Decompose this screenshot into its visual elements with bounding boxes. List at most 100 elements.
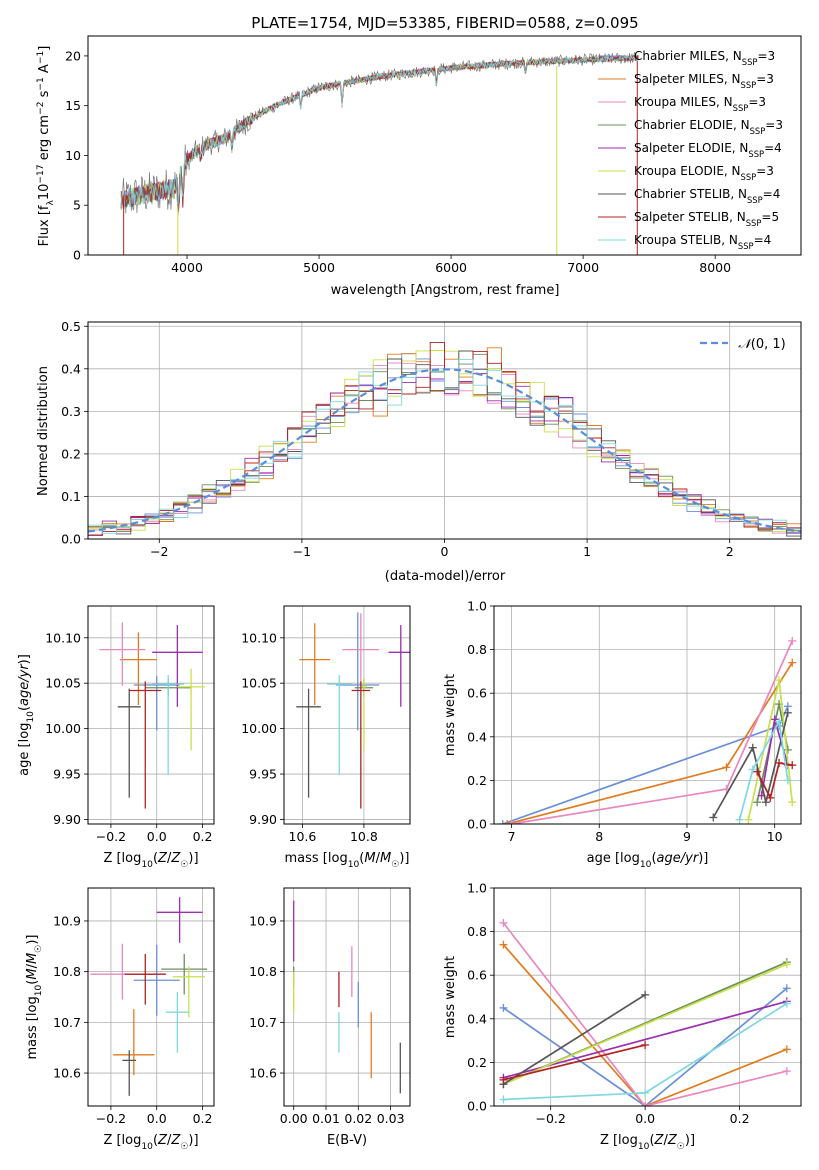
y-tick-label: 0.8 bbox=[467, 924, 487, 939]
panel-weight_vs_Z: −0.2 0.0 0.2 0.0 0.2 0.4 0.6 0.8 1.0 Z [log10(Z/Z… bbox=[443, 881, 802, 1152]
plot-area bbox=[88, 341, 801, 539]
y-tick-label: 20 bbox=[65, 48, 81, 63]
legend-label: Kroupa STELIB, NSSP=4 bbox=[634, 233, 771, 251]
y-axis-label: mass weight bbox=[443, 674, 458, 756]
x-tick-label: 7 bbox=[508, 829, 516, 844]
plot-area bbox=[99, 622, 205, 809]
y-tick-label: 10.9 bbox=[53, 913, 81, 928]
axes-frame bbox=[283, 887, 411, 1107]
legend-label: Salpeter STELIB, NSSP=5 bbox=[634, 210, 779, 228]
x-tick-label: 8000 bbox=[699, 260, 731, 275]
y-tick-label: 10 bbox=[65, 148, 81, 163]
y-tick-label: 5 bbox=[73, 198, 81, 213]
figure-title: PLATE=1754, MJD=53385, FIBERID=0588, z=0… bbox=[251, 14, 638, 32]
weight-line bbox=[503, 963, 788, 1085]
legend-label: Salpeter ELODIE, NSSP=4 bbox=[634, 141, 782, 159]
grid bbox=[494, 887, 801, 1107]
y-tick-label: 0.6 bbox=[467, 968, 487, 983]
legend-label: Salpeter MILES, NSSP=3 bbox=[634, 72, 774, 90]
model-spectrum bbox=[120, 54, 639, 209]
y-tick-label: 0.2 bbox=[467, 1055, 487, 1070]
y-tick-label: 10.05 bbox=[45, 676, 81, 691]
x-tick-label: 0.2 bbox=[193, 1111, 213, 1126]
y-tick-label: 10.10 bbox=[45, 630, 81, 645]
residual-histogram bbox=[88, 359, 801, 539]
panel-mass_vs_ebv: 0.00 0.01 0.02 0.03 10.6 10.7 10.8 10.9 E(B-V) bbox=[249, 887, 411, 1148]
plot-area bbox=[296, 612, 410, 809]
x-tick-label: −0.2 bbox=[535, 1111, 565, 1126]
x-tick-label: −0.2 bbox=[96, 829, 126, 844]
y-tick-label: 0.6 bbox=[467, 686, 487, 701]
residual-legend: 𝒩(0, 1) bbox=[700, 337, 786, 352]
y-tick-label: 0.0 bbox=[467, 1099, 487, 1114]
x-tick-label: 0.0 bbox=[635, 1111, 655, 1126]
plot-area bbox=[293, 900, 401, 1094]
x-axis-label: Z [log10(Z/Z☉)] bbox=[600, 1133, 695, 1152]
axes-frame bbox=[87, 605, 215, 825]
x-tick-label: 10 bbox=[767, 829, 783, 844]
y-tick-label: 0.0 bbox=[467, 817, 487, 832]
y-tick-label: 10.05 bbox=[241, 676, 277, 691]
x-tick-label: 2 bbox=[726, 544, 734, 559]
y-tick-label: 9.90 bbox=[249, 812, 277, 827]
x-axis-label: wavelength [Angstrom, rest frame] bbox=[331, 283, 560, 298]
x-tick-label: 0 bbox=[441, 544, 449, 559]
x-axis-label: E(B-V) bbox=[327, 1133, 367, 1148]
legend-label: Chabrier MILES, NSSP=3 bbox=[634, 49, 775, 67]
axes-frame bbox=[493, 605, 802, 825]
gaussian-curve bbox=[88, 368, 801, 533]
x-tick-label: 0.02 bbox=[344, 1111, 372, 1126]
y-tick-label: 10.8 bbox=[53, 964, 81, 979]
panel-spectrum: 4000 5000 6000 7000 8000 0 5 10 15 20 Chabrier MIL… bbox=[36, 35, 802, 298]
weight-line bbox=[511, 640, 793, 824]
ticks: 10.6 10.8 9.90 9.95 10.00 10.05 10.10 bbox=[241, 630, 378, 844]
y-tick-label: 15 bbox=[65, 98, 81, 113]
y-tick-label: 1.0 bbox=[467, 599, 487, 614]
x-axis-label: age [log10(age/yr)] bbox=[587, 851, 709, 870]
y-axis-label: mass [log10(M/M☉)] bbox=[25, 935, 44, 1060]
x-axis-label: Z [log10(Z/Z☉)] bbox=[103, 851, 198, 870]
weight-line bbox=[502, 987, 788, 1106]
x-tick-label: 0.01 bbox=[312, 1111, 340, 1126]
weight-line bbox=[502, 705, 789, 824]
ticks: −0.2 0.0 0.2 9.90 9.95 10.00 10.05 10.10 bbox=[45, 630, 212, 844]
y-tick-label: 10.10 bbox=[241, 630, 277, 645]
y-tick-label: 10.6 bbox=[249, 1066, 277, 1081]
x-axis-label: Z [log10(Z/Z☉)] bbox=[103, 1133, 198, 1152]
y-tick-label: 0.4 bbox=[467, 1011, 487, 1026]
x-tick-label: 6000 bbox=[435, 260, 467, 275]
y-axis-label: age [log10(age/yr)] bbox=[17, 654, 36, 776]
legend-label: Chabrier ELODIE, NSSP=3 bbox=[634, 118, 783, 136]
weight-line bbox=[503, 1044, 646, 1081]
y-tick-label: 10.00 bbox=[45, 721, 81, 736]
grid bbox=[88, 888, 214, 1106]
y-tick-label: 10.7 bbox=[249, 1015, 277, 1030]
axes-frame bbox=[87, 35, 802, 256]
weight-line bbox=[502, 994, 646, 1085]
panel-age_vs_mass: 10.6 10.8 9.90 9.95 10.00 10.05 10.10 mass [log… bbox=[241, 605, 411, 870]
x-tick-label: −2 bbox=[150, 544, 168, 559]
grid bbox=[284, 606, 410, 824]
panel-mass_vs_Z: −0.2 0.0 0.2 10.6 10.7 10.8 10.9 Z [log10(Z/Z☉)… bbox=[25, 887, 215, 1152]
axes-frame bbox=[283, 605, 411, 825]
x-tick-label: 1 bbox=[583, 544, 591, 559]
y-tick-label: 10.7 bbox=[53, 1015, 81, 1030]
y-tick-label: 0.4 bbox=[467, 729, 487, 744]
x-tick-label: 0.00 bbox=[280, 1111, 308, 1126]
panel-weight_vs_age: 7 8 9 10 0.0 0.2 0.4 0.6 0.8 1.0 age [log10(age/yr… bbox=[443, 599, 802, 870]
weight-line bbox=[506, 662, 793, 824]
y-tick-label: 10.00 bbox=[241, 721, 277, 736]
y-tick-label: 9.90 bbox=[53, 812, 81, 827]
legend-label: Kroupa ELODIE, NSSP=3 bbox=[634, 164, 774, 182]
y-tick-label: 0.5 bbox=[61, 319, 81, 334]
y-tick-label: 10.9 bbox=[249, 913, 277, 928]
plot-area bbox=[499, 918, 791, 1106]
x-tick-label: 0.2 bbox=[193, 829, 213, 844]
y-tick-label: 0.3 bbox=[61, 404, 81, 419]
y-tick-label: 9.95 bbox=[249, 767, 277, 782]
y-tick-label: 10.8 bbox=[249, 964, 277, 979]
axes-frame bbox=[87, 887, 215, 1107]
ticks: 0.00 0.01 0.02 0.03 10.6 10.7 10.8 10.9 bbox=[249, 913, 404, 1126]
plot-area bbox=[498, 636, 797, 824]
ticks: 4000 5000 6000 7000 8000 0 5 10 15 20 bbox=[65, 48, 731, 275]
